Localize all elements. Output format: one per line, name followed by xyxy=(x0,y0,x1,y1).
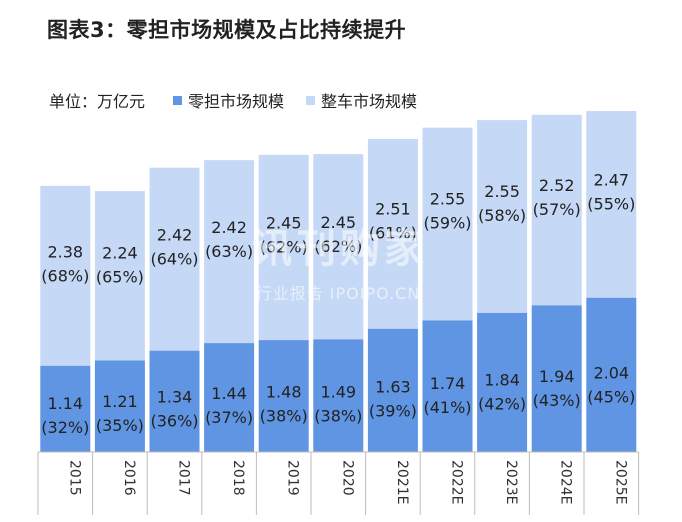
bar-ftl-2024E xyxy=(531,114,582,306)
label-ltl-value-2015: 1.14 xyxy=(47,394,83,413)
label-ltl-share-2019: (38%) xyxy=(260,407,308,426)
legend-item-ftl: 整车市场规模 xyxy=(306,88,417,112)
watermark-subtext: 行业报告 IPOIPO.CN xyxy=(256,284,421,303)
label-ltl-value-2024E: 1.94 xyxy=(539,367,575,386)
label-ltl-share-2018: (37%) xyxy=(205,408,253,427)
watermark-text: 讯刊购家 xyxy=(252,226,428,272)
label-ftl-share-2019: (62%) xyxy=(260,238,308,257)
label-ltl-value-2020: 1.49 xyxy=(320,382,356,401)
label-ltl-share-2021E: (39%) xyxy=(369,402,417,421)
x-tick-2016: 2016 xyxy=(121,460,137,496)
label-ftl-value-2023E: 2.55 xyxy=(484,182,520,201)
label-ftl-share-2015: (68%) xyxy=(41,266,89,285)
label-ltl-share-2020: (38%) xyxy=(314,406,362,425)
label-ftl-share-2016: (65%) xyxy=(96,267,144,286)
label-ftl-share-2025E: (55%) xyxy=(587,194,635,213)
bar-ltl-2019 xyxy=(258,340,309,452)
legend: 单位：万亿元 零担市场规模 整车市场规模 xyxy=(49,88,439,112)
label-ltl-value-2023E: 1.84 xyxy=(484,370,520,389)
label-ftl-value-2018: 2.42 xyxy=(211,218,247,237)
x-tick-2015: 2015 xyxy=(66,460,82,496)
bar-ltl-2022E xyxy=(422,320,473,452)
label-ftl-value-2016: 2.24 xyxy=(102,243,138,262)
bar-ftl-2022E xyxy=(422,127,473,321)
x-tick-2019: 2019 xyxy=(285,460,301,496)
label-ftl-value-2024E: 2.52 xyxy=(539,176,575,195)
bar-ltl-2025E xyxy=(586,297,637,452)
x-tick-2022E: 2022E xyxy=(449,460,465,504)
x-tick-2024E: 2024E xyxy=(558,460,574,504)
label-ltl-share-2024E: (43%) xyxy=(533,391,581,410)
bar-ltl-2020 xyxy=(313,339,364,452)
label-ltl-value-2022E: 1.74 xyxy=(430,374,466,393)
bar-ftl-2021E xyxy=(367,138,418,329)
legend-swatch-ftl xyxy=(306,95,316,105)
bar-ftl-2017 xyxy=(149,167,200,351)
label-ftl-value-2022E: 2.55 xyxy=(430,190,466,209)
bar-ftl-2025E xyxy=(586,111,637,298)
label-ltl-share-2017: (36%) xyxy=(150,411,198,430)
label-ltl-value-2025E: 2.04 xyxy=(593,364,629,383)
legend-item-ltl: 零担市场规模 xyxy=(173,88,284,112)
bar-ltl-2023E xyxy=(477,312,528,452)
label-ltl-share-2016: (35%) xyxy=(96,416,144,435)
label-ftl-share-2017: (64%) xyxy=(150,250,198,269)
bar-ftl-2015 xyxy=(40,185,91,366)
label-ltl-share-2015: (32%) xyxy=(41,418,89,437)
bar-ltl-2018 xyxy=(204,343,255,452)
legend-swatch-ltl xyxy=(173,95,183,105)
x-tick-2021E: 2021E xyxy=(394,460,410,504)
label-ltl-value-2021E: 1.63 xyxy=(375,378,411,397)
figure-title: 图表3：零担市场规模及占比持续提升 xyxy=(47,18,407,42)
x-tick-2018: 2018 xyxy=(230,460,246,496)
bar-ftl-2020 xyxy=(313,154,364,340)
label-ftl-share-2022E: (59%) xyxy=(423,214,471,233)
x-tick-2017: 2017 xyxy=(176,460,192,496)
label-ltl-value-2018: 1.44 xyxy=(211,384,247,403)
label-ltl-value-2017: 1.34 xyxy=(157,387,193,406)
label-ltl-value-2019: 1.48 xyxy=(266,383,302,402)
bar-ltl-2015 xyxy=(40,365,91,452)
label-ftl-share-2024E: (57%) xyxy=(533,200,581,219)
label-ftl-value-2020: 2.45 xyxy=(320,213,356,232)
label-ftl-value-2017: 2.42 xyxy=(157,226,193,245)
bar-ftl-2019 xyxy=(258,154,309,341)
label-ftl-value-2021E: 2.51 xyxy=(375,200,411,219)
label-ftl-share-2021E: (61%) xyxy=(369,224,417,243)
label-ltl-value-2016: 1.21 xyxy=(102,392,138,411)
label-ftl-share-2018: (63%) xyxy=(205,242,253,261)
label-ftl-value-2019: 2.45 xyxy=(266,214,302,233)
bar-ftl-2023E xyxy=(477,120,528,313)
legend-label-ltl: 零担市场规模 xyxy=(188,92,285,111)
x-tick-2025E: 2025E xyxy=(612,460,628,504)
label-ltl-share-2022E: (41%) xyxy=(423,398,471,417)
label-ltl-share-2023E: (42%) xyxy=(478,394,526,413)
label-ftl-share-2020: (62%) xyxy=(314,237,362,256)
bar-ltl-2016 xyxy=(94,360,145,452)
label-ftl-share-2023E: (58%) xyxy=(478,206,526,225)
bar-ltl-2021E xyxy=(367,328,418,452)
label-ftl-value-2015: 2.38 xyxy=(47,242,83,261)
label-ftl-value-2025E: 2.47 xyxy=(593,170,629,189)
label-ltl-share-2025E: (45%) xyxy=(587,388,635,407)
legend-label-ftl: 整车市场规模 xyxy=(321,92,418,111)
bar-ftl-2018 xyxy=(204,160,255,344)
unit-label: 单位：万亿元 xyxy=(49,92,146,111)
bar-ltl-2017 xyxy=(149,350,200,452)
bar-ftl-2016 xyxy=(94,191,145,361)
bar-ltl-2024E xyxy=(531,305,582,452)
x-tick-2023E: 2023E xyxy=(503,460,519,504)
x-tick-2020: 2020 xyxy=(339,460,355,496)
